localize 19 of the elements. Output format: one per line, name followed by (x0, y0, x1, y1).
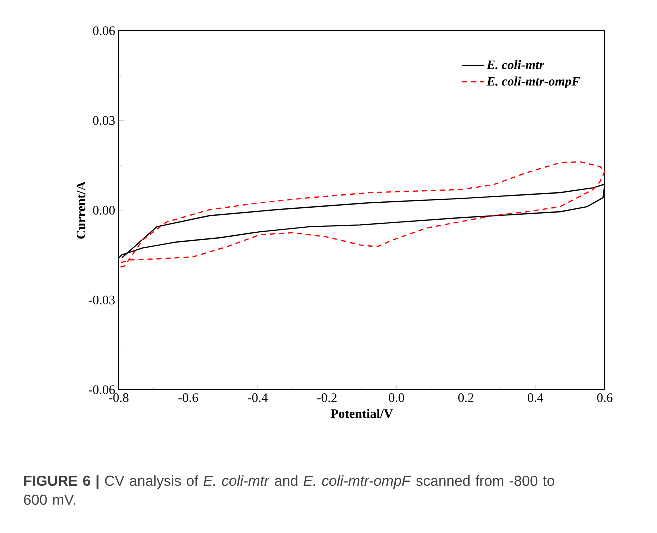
legend-label: E. coli-mtr-ompF (486, 76, 580, 89)
y-tick-label: 0.03 (93, 116, 115, 126)
x-tick-label: 0.2 (458, 394, 474, 402)
y-tick-label: -0.03 (88, 296, 115, 305)
x-tick-label: -0.8 (109, 394, 129, 402)
y-axis-title: Current/A (76, 182, 86, 239)
x-tick-label: 0.4 (528, 394, 544, 402)
y-tick-label: 0.06 (93, 26, 116, 36)
y-tick-label: 0.00 (93, 206, 115, 215)
legend-label: E. coli-mtr (486, 60, 545, 70)
x-tick-label: 0.6 (597, 394, 613, 402)
line-series (119, 161, 606, 268)
x-tick-label: 0.0 (389, 394, 404, 402)
text: FIGURE 6 | CV analysis of E. coli-mtr and E. coli-mtr-ompF scanned from -800 to 600 mV. (24, 476, 554, 506)
x-tick-label: -0.4 (248, 394, 268, 402)
x-tick-label: -0.6 (178, 394, 198, 402)
y-tick-label: -0.06 (88, 386, 116, 394)
x-tick-label: -0.2 (318, 394, 337, 402)
x-axis-title: Potential/V (330, 409, 394, 418)
